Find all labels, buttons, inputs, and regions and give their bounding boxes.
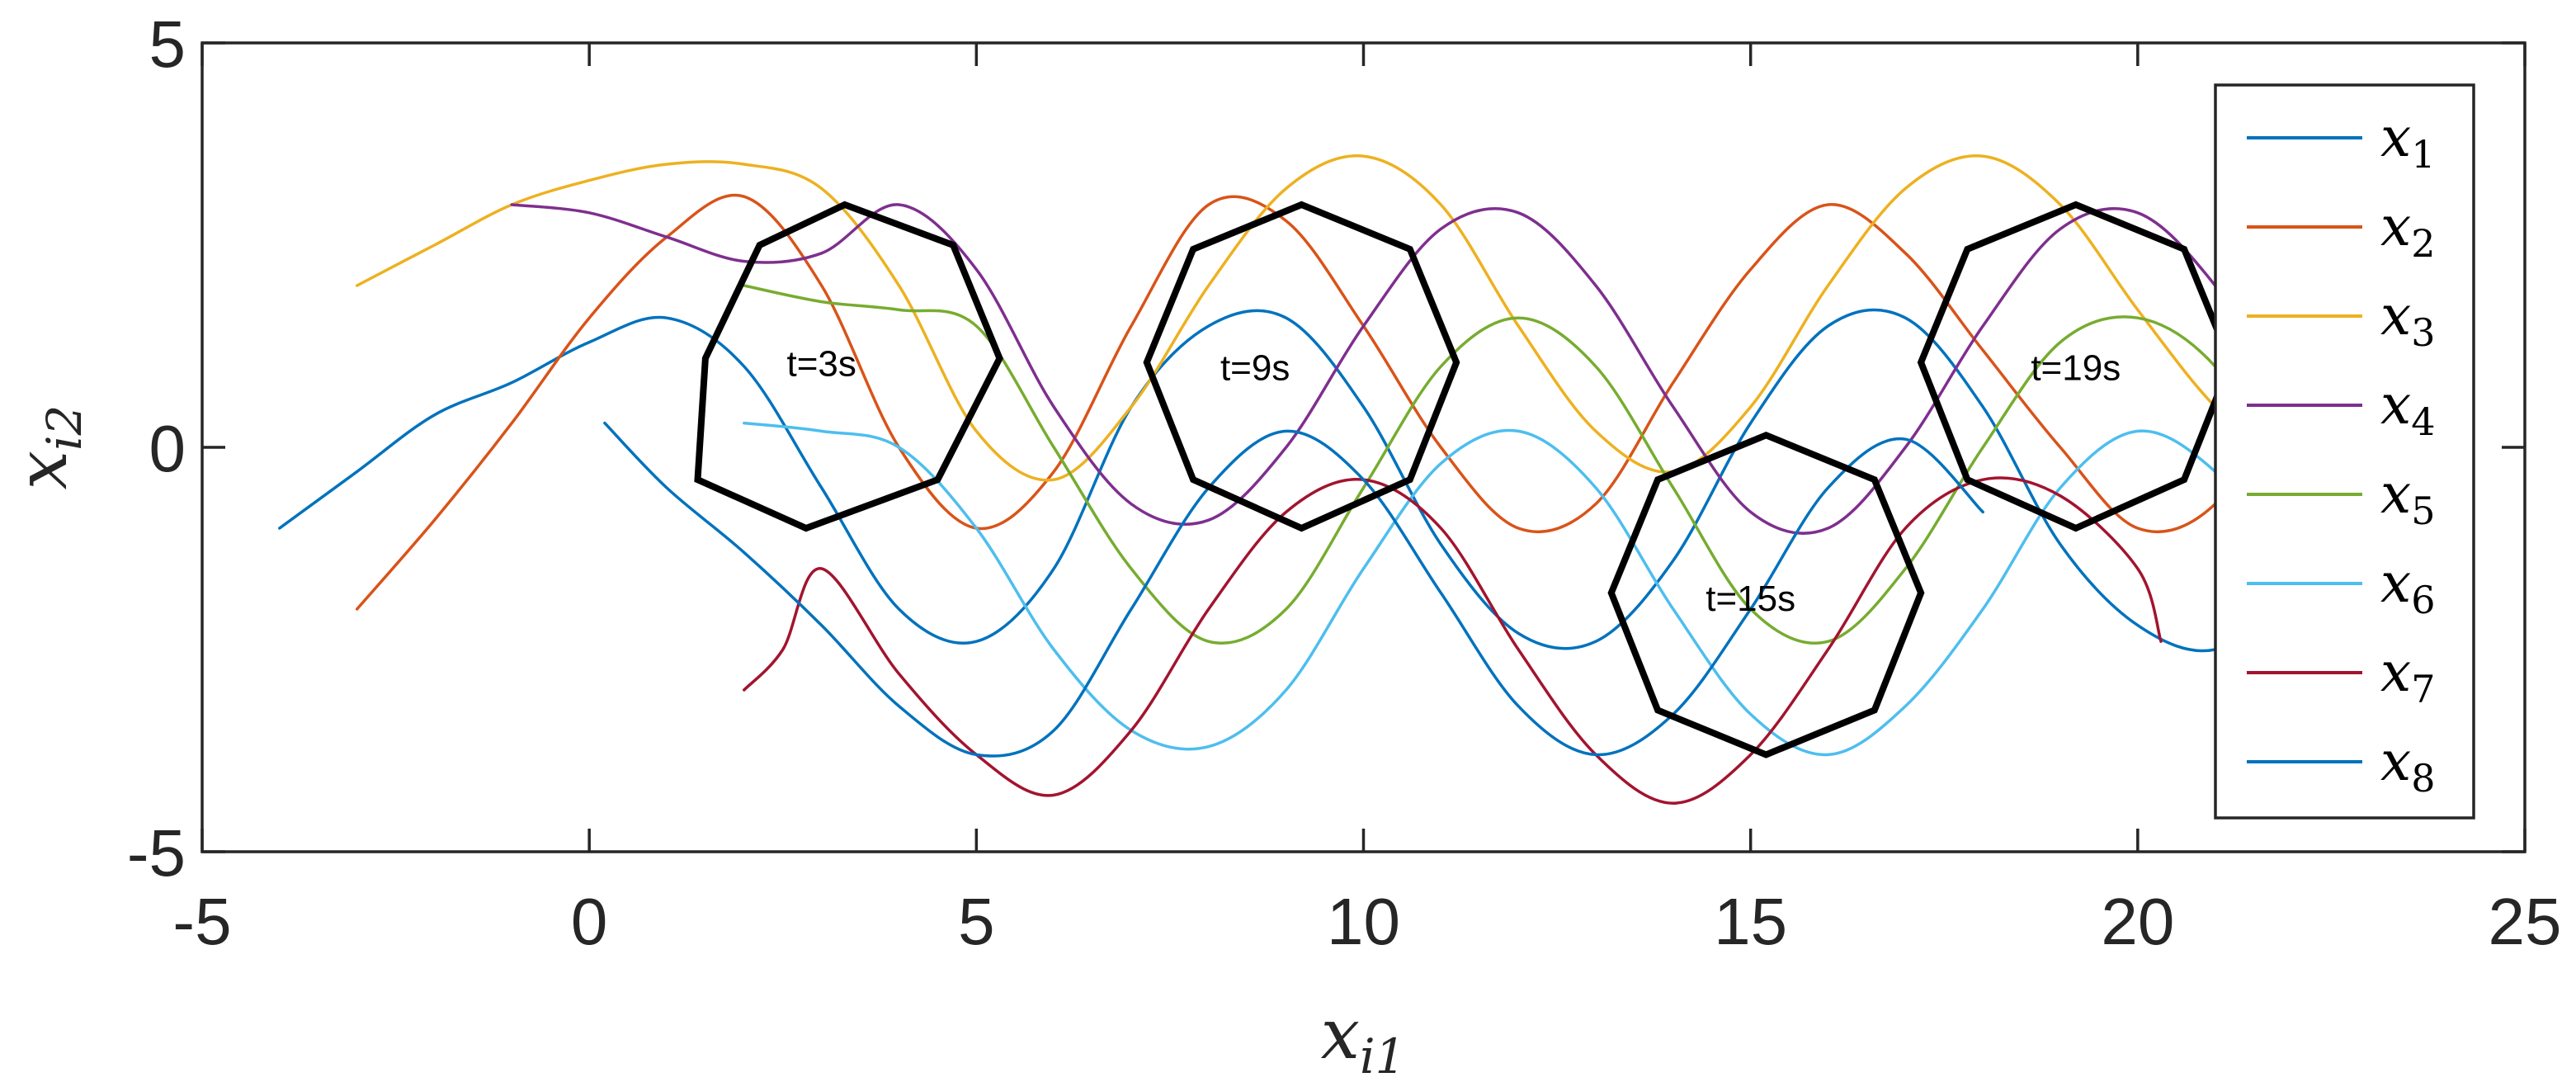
series-line-x7 (743, 476, 2163, 805)
legend-entry-base: x (2380, 373, 2411, 437)
series-line-x3 (355, 154, 2372, 482)
x-tick-label: 0 (571, 885, 608, 958)
legend-entry-x3: x3 (2380, 284, 2436, 355)
legend-entry-sub: 5 (2411, 489, 2435, 533)
x-axis-label-base: x (1321, 994, 1360, 1075)
legend-entry-sub: 7 (2411, 667, 2435, 711)
formation-layer: t=3s t=9s t=15s t=19s (694, 201, 2234, 758)
y-tick-label: 0 (149, 412, 186, 485)
legend-entry-x5: x5 (2380, 462, 2436, 533)
legend-entry-x7: x7 (2380, 640, 2436, 711)
formation-octagon-4 (1917, 201, 2234, 532)
formation-time-label-4: t=19s (2031, 348, 2121, 389)
y-axis-label: xi2 (2, 405, 92, 490)
formation-time-label-3: t=15s (1706, 579, 1795, 619)
legend-entry-base: x (2380, 106, 2411, 169)
x-axis-label-sub: i1 (1360, 1028, 1405, 1082)
formation-octagon-2 (1143, 201, 1460, 532)
formation-time-label-1: t=3s (786, 344, 856, 385)
legend-entry-sub: 8 (2411, 756, 2435, 801)
legend-entry-sub: 1 (2411, 132, 2435, 177)
legend-entry-x6: x6 (2380, 551, 2436, 622)
y-axis-label-sub: i2 (36, 405, 92, 451)
legend-entry-sub: 3 (2411, 310, 2435, 355)
legend-entry-sub: 6 (2411, 578, 2435, 622)
x-tick-label: 20 (2101, 885, 2174, 958)
tick-layer: -5 0 5 10 15 20 25-505 (127, 7, 2562, 958)
legend-entry-base: x (2380, 730, 2411, 793)
series-line-x8 (603, 421, 1984, 758)
legend-entry-base: x (2380, 462, 2411, 526)
formation-octagon-1 (694, 201, 1003, 532)
x-tick-label: 5 (958, 885, 995, 958)
legend-entry-sub: 2 (2411, 221, 2435, 266)
y-tick-label: -5 (127, 816, 186, 890)
y-tick-label: 5 (149, 7, 186, 81)
series-line-x1 (278, 308, 2372, 653)
series-line-x5 (743, 284, 2372, 645)
formation-octagon-3 (1607, 431, 1925, 758)
legend-entry-x1: x1 (2380, 106, 2436, 177)
x-tick-label: -5 (172, 885, 231, 958)
x-axis-label: xi1 (1321, 994, 1406, 1082)
legend-entry-base: x (2380, 195, 2411, 258)
legend-entry-base: x (2380, 640, 2411, 704)
legend-entry-x4: x4 (2380, 373, 2436, 444)
series-line-x6 (743, 421, 2372, 757)
x-tick-label: 10 (1327, 885, 1400, 958)
x-tick-label: 25 (2489, 885, 2562, 958)
y-axis-label-base: x (2, 451, 83, 489)
legend-entry-sub: 4 (2411, 399, 2435, 444)
formation-time-label-2: t=9s (1220, 348, 1290, 389)
legend-entry-x2: x2 (2380, 195, 2436, 266)
x-tick-label: 15 (1714, 885, 1787, 958)
legend-entry-base: x (2380, 551, 2411, 615)
legend-entry-x8: x8 (2380, 730, 2436, 801)
legend-entry-base: x (2380, 284, 2411, 347)
legend-box (2214, 83, 2475, 820)
series-line-x2 (355, 193, 2372, 611)
